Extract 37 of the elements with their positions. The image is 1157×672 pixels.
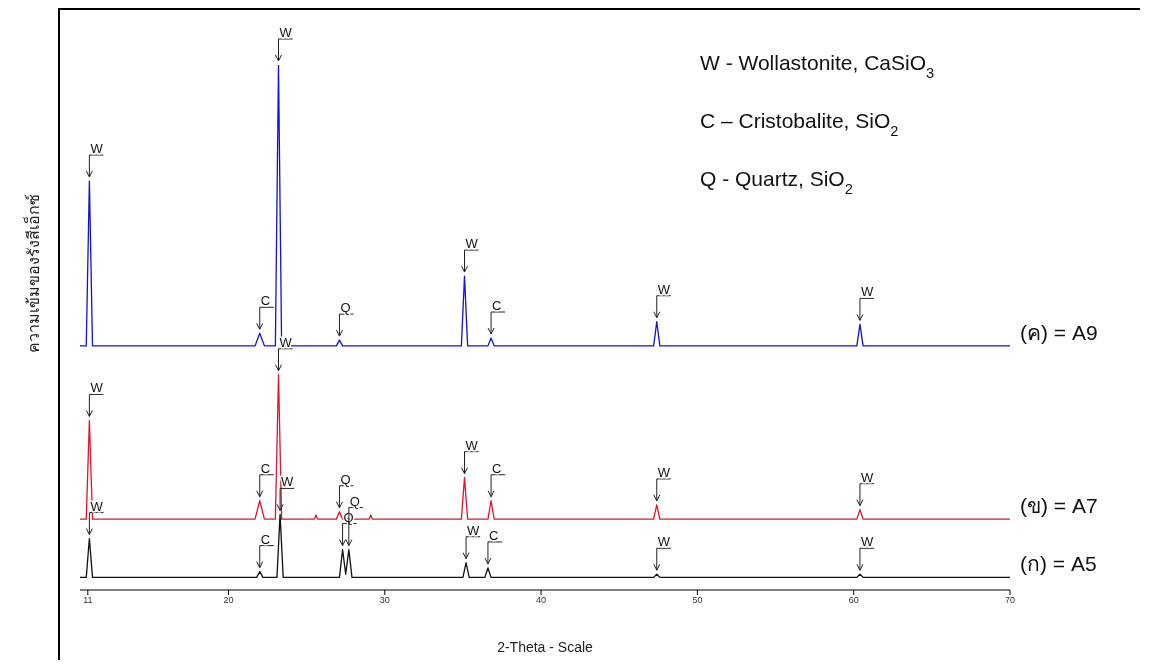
annotation: W	[657, 534, 671, 550]
annotation: W	[467, 522, 481, 538]
annotation: W	[281, 474, 295, 490]
annotation: W	[465, 236, 479, 252]
annotation: Q - Quartz, SiO$_{2}$	[700, 167, 853, 197]
annotation: Q	[340, 471, 351, 487]
x-axis-title: 2-Theta - Scale	[497, 639, 594, 655]
annotation: W	[657, 464, 671, 480]
x-tick-label: 70	[1004, 595, 1016, 606]
annotation: Q	[340, 300, 351, 316]
annotation: C – Cristobalite, SiO$_{2}$	[700, 109, 899, 139]
x-tick-label: 11	[83, 595, 93, 606]
annotation: W	[279, 25, 293, 40]
annotation: C	[492, 460, 502, 476]
y-axis-title: ความเข้มของรังสีเอ็กซ์	[22, 193, 43, 353]
annotation: W	[465, 437, 479, 453]
x-tick-label: 20	[223, 595, 234, 606]
annotation: C	[260, 531, 271, 547]
annotation: W	[860, 284, 874, 300]
annotation: C	[260, 460, 271, 476]
annotation: Q	[349, 493, 360, 509]
series-label: (ค) = A9	[1020, 320, 1098, 344]
x-tick-label: 60	[848, 595, 859, 606]
annotation: C	[260, 293, 271, 309]
x-tick-label: 30	[379, 595, 390, 606]
annotation: W - Wollastonite, CaSiO$_{3}$	[700, 51, 935, 81]
annotation: W	[860, 534, 874, 550]
series-label: (ข) = A7	[1020, 494, 1098, 518]
annotation: W	[860, 469, 874, 485]
annotation: C	[492, 298, 502, 313]
annotation: W	[90, 141, 104, 157]
annotation: W	[90, 380, 104, 396]
annotation: W	[657, 281, 671, 297]
series-label: (ก) = A5	[1020, 552, 1097, 576]
annotation: C	[488, 527, 499, 543]
x-tick-label: 50	[692, 595, 703, 606]
x-tick-label: 40	[536, 595, 547, 606]
